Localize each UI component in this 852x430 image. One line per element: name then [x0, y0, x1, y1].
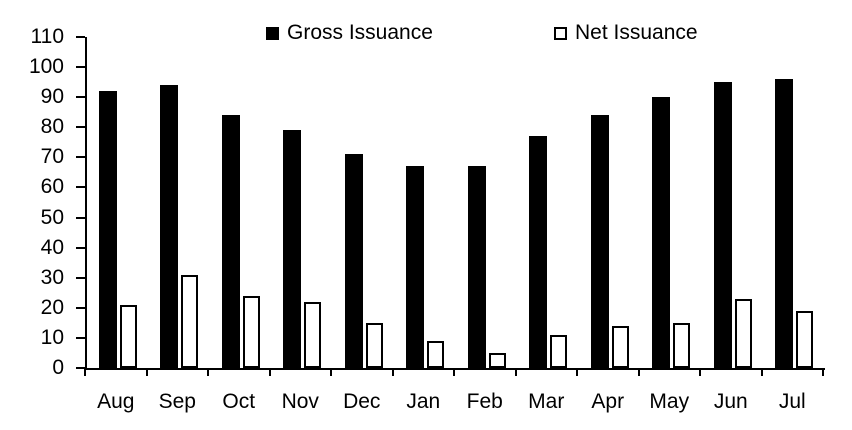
legend-label-gross-issuance: Gross Issuance: [287, 21, 433, 44]
gross-issuance-bar-jul: [775, 79, 794, 368]
y-axis-label-0: 0: [52, 356, 64, 379]
bar-group-dec: [333, 37, 395, 368]
gross-issuance-bar-aug: [98, 91, 117, 368]
net-issuance-bar-may: [673, 323, 691, 368]
x-axis-tick-12: [822, 368, 824, 376]
y-axis-tick-0: [76, 367, 85, 369]
legend-item-net-issuance: Net Issuance: [554, 20, 698, 46]
x-axis-label-dec: Dec: [343, 390, 381, 413]
x-axis-tick-9: [637, 368, 640, 376]
gross-issuance-bar-oct: [221, 115, 240, 368]
y-axis-label-30: 30: [40, 265, 64, 289]
net-issuance-bar-aug: [119, 305, 137, 368]
y-axis-label-80: 80: [40, 115, 64, 139]
y-axis-tick-110: [76, 36, 85, 38]
bar-group-nov: [272, 37, 334, 368]
y-axis-tick-10: [76, 336, 85, 339]
x-axis-tick-7: [514, 368, 517, 376]
y-axis-label-10: 10: [40, 325, 64, 349]
gross-issuance-bar-mar: [529, 136, 548, 368]
bar-group-jun: [702, 37, 764, 368]
y-axis-tick-50: [76, 216, 85, 219]
x-axis-label-jul: Jul: [778, 390, 806, 413]
y-axis-label-90: 90: [40, 85, 64, 109]
bar-group-apr: [579, 37, 641, 368]
x-axis-tick-4: [330, 368, 332, 376]
y-axis-label-100: 100: [28, 55, 64, 79]
net-issuance-bar-oct: [242, 296, 260, 368]
x-axis-tick-6: [453, 368, 455, 376]
x-axis-label-jan: Jan: [406, 390, 441, 413]
y-axis-label-70: 70: [40, 145, 64, 169]
net-issuance-bar-apr: [611, 326, 629, 368]
gross-issuance-bar-feb: [467, 166, 486, 368]
net-issuance-bar-feb: [488, 353, 506, 368]
gross-issuance-swatch-icon: [266, 26, 279, 40]
legend-item-gross-issuance: Gross Issuance: [266, 20, 433, 46]
gross-issuance-bar-apr: [590, 115, 609, 368]
net-issuance-bar-dec: [365, 323, 383, 368]
gross-issuance-bar-dec: [344, 154, 363, 368]
net-issuance-bar-jun: [734, 299, 752, 368]
plot-area: [85, 37, 825, 370]
gross-issuance-bar-jan: [406, 166, 425, 368]
y-axis-tick-70: [76, 156, 85, 159]
net-issuance-swatch-icon: [554, 26, 567, 40]
y-axis-tick-100: [76, 66, 85, 69]
x-axis-label-nov: Nov: [281, 390, 319, 413]
net-issuance-bar-mar: [550, 335, 568, 368]
bar-group-sep: [149, 37, 211, 368]
y-axis-label-40: 40: [40, 235, 64, 259]
y-axis-label-110: 110: [30, 25, 64, 48]
x-axis-label-oct: Oct: [222, 390, 256, 413]
x-axis-label-may: May: [649, 390, 690, 413]
x-axis-tick-11: [760, 368, 763, 376]
bar-group-jul: [764, 37, 826, 368]
bar-group-may: [641, 37, 703, 368]
x-axis-label-sep: Sep: [158, 390, 196, 413]
x-axis-label-apr: Apr: [591, 390, 625, 413]
net-issuance-bar-jan: [427, 341, 445, 368]
x-axis-label-mar: Mar: [528, 390, 565, 413]
y-axis-label-60: 60: [40, 175, 64, 199]
bar-group-feb: [456, 37, 518, 368]
x-axis-tick-8: [576, 368, 578, 376]
y-axis-tick-60: [76, 186, 85, 189]
gross-issuance-bar-nov: [283, 130, 302, 368]
x-axis-label-jun: Jun: [713, 390, 748, 413]
x-axis-tick-1: [145, 368, 148, 376]
y-axis-label-20: 20: [40, 295, 64, 319]
legend-label-net-issuance: Net Issuance: [575, 21, 698, 44]
net-issuance-bar-nov: [304, 302, 322, 368]
bar-group-mar: [518, 37, 580, 368]
y-axis-label-50: 50: [40, 205, 64, 229]
x-axis-tick-2: [207, 368, 209, 376]
net-issuance-bar-sep: [181, 275, 199, 368]
x-axis-label-feb: Feb: [466, 390, 503, 413]
gross-issuance-bar-sep: [160, 85, 179, 368]
bar-group-jan: [395, 37, 457, 368]
y-axis-tick-40: [76, 246, 85, 249]
y-axis-tick-80: [76, 126, 85, 129]
y-axis-tick-30: [76, 276, 85, 279]
x-axis-label-aug: Aug: [97, 390, 135, 413]
gross-issuance-bar-may: [652, 97, 671, 368]
y-axis-tick-20: [76, 306, 85, 309]
bar-group-oct: [210, 37, 272, 368]
x-axis-tick-3: [268, 368, 271, 376]
x-axis-tick-10: [699, 368, 701, 376]
y-axis-tick-90: [76, 96, 85, 99]
gross-issuance-bar-jun: [713, 82, 732, 368]
bar-group-aug: [87, 37, 149, 368]
x-axis-tick-5: [391, 368, 394, 376]
net-issuance-bar-jul: [796, 311, 814, 368]
x-axis-tick-0: [84, 368, 86, 376]
